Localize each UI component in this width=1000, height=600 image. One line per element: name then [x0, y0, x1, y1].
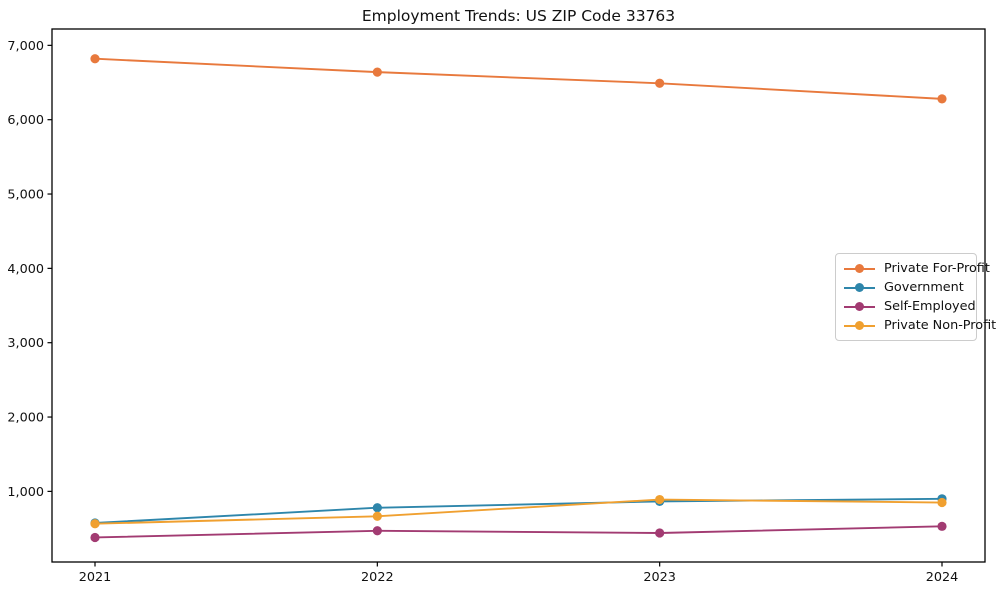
y-tick-label: 2,000 [7, 411, 44, 426]
legend-item-private-for-profit: Private For-Profit [844, 259, 990, 278]
x-tick-label: 2023 [643, 570, 676, 585]
legend-label: Government [884, 280, 964, 295]
series-line-2 [94, 525, 943, 539]
data-point [655, 78, 665, 88]
legend-label: Private For-Profit [884, 261, 990, 276]
data-point [937, 497, 947, 508]
legend-item-government: Government [844, 278, 968, 297]
data-point [937, 521, 947, 531]
data-point [655, 528, 665, 538]
line-dot-marker-icon [844, 321, 875, 330]
legend-item-self-employed: Self-Employed [844, 297, 976, 316]
line-dot-marker-icon [844, 302, 875, 311]
legend-item-private-non-profit: Private Non-Profit [844, 316, 996, 335]
y-tick-label: 4,000 [7, 262, 44, 277]
y-tick-label: 5,000 [7, 188, 44, 203]
data-point [372, 526, 382, 536]
x-tick-label: 2021 [79, 570, 112, 585]
data-point [90, 519, 100, 529]
series-line-3 [94, 498, 943, 525]
x-tick-label: 2024 [926, 570, 959, 585]
y-tick-label: 1,000 [7, 485, 44, 500]
line-dot-marker-icon [844, 283, 875, 292]
data-point [90, 532, 100, 543]
data-point [655, 494, 665, 505]
series-line-1 [94, 497, 943, 524]
x-tick-label: 2022 [361, 570, 394, 585]
series-line-0 [94, 57, 943, 100]
legend-label: Self-Employed [884, 299, 976, 314]
y-tick-label: 3,000 [7, 336, 44, 351]
chart-legend: Private For-Profit Government Self-Emplo… [835, 253, 996, 341]
data-point [90, 54, 100, 64]
line-dot-marker-icon [844, 264, 875, 273]
legend-label: Private Non-Profit [884, 318, 997, 333]
y-tick-label: 6,000 [7, 113, 44, 128]
plot-frame [51, 28, 986, 563]
data-point [372, 67, 382, 77]
y-tick-label: 7,000 [7, 39, 44, 54]
data-point [937, 94, 947, 104]
data-point [372, 503, 382, 513]
chart-title: Employment Trends: US ZIP Code 33763 [361, 7, 676, 25]
data-point [372, 511, 382, 521]
